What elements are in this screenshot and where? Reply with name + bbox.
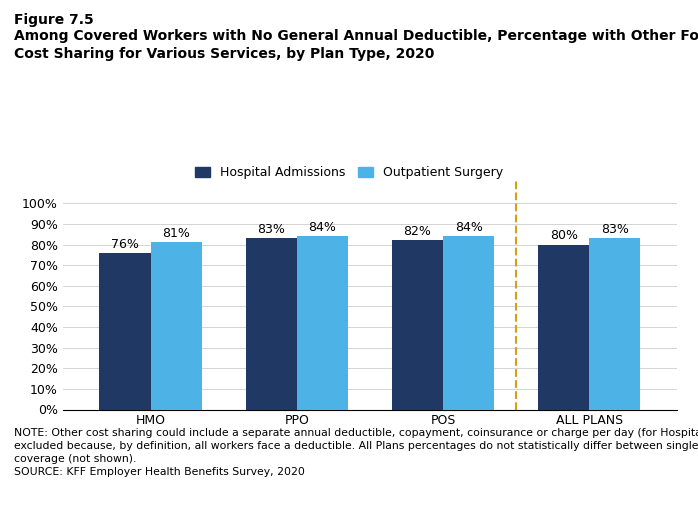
Legend: Hospital Admissions, Outpatient Surgery: Hospital Admissions, Outpatient Surgery bbox=[195, 166, 503, 180]
Text: 84%: 84% bbox=[454, 221, 482, 234]
Text: Figure 7.5: Figure 7.5 bbox=[14, 13, 94, 27]
Text: 81%: 81% bbox=[162, 227, 190, 240]
Bar bbox=[297, 236, 348, 410]
Bar bbox=[99, 253, 151, 410]
Text: 83%: 83% bbox=[258, 223, 285, 236]
Text: 83%: 83% bbox=[601, 223, 629, 236]
Bar bbox=[443, 236, 494, 410]
Bar bbox=[589, 238, 641, 410]
Text: NOTE: Other cost sharing could include a separate annual deductible, copayment, : NOTE: Other cost sharing could include a… bbox=[14, 428, 698, 477]
Bar bbox=[392, 240, 443, 410]
Bar bbox=[151, 243, 202, 410]
Bar bbox=[538, 245, 589, 410]
Bar bbox=[246, 238, 297, 410]
Text: 80%: 80% bbox=[550, 229, 578, 243]
Text: Among Covered Workers with No General Annual Deductible, Percentage with Other F: Among Covered Workers with No General An… bbox=[14, 29, 698, 61]
Text: 82%: 82% bbox=[403, 225, 431, 238]
Text: 76%: 76% bbox=[111, 238, 139, 251]
Text: 84%: 84% bbox=[309, 221, 336, 234]
